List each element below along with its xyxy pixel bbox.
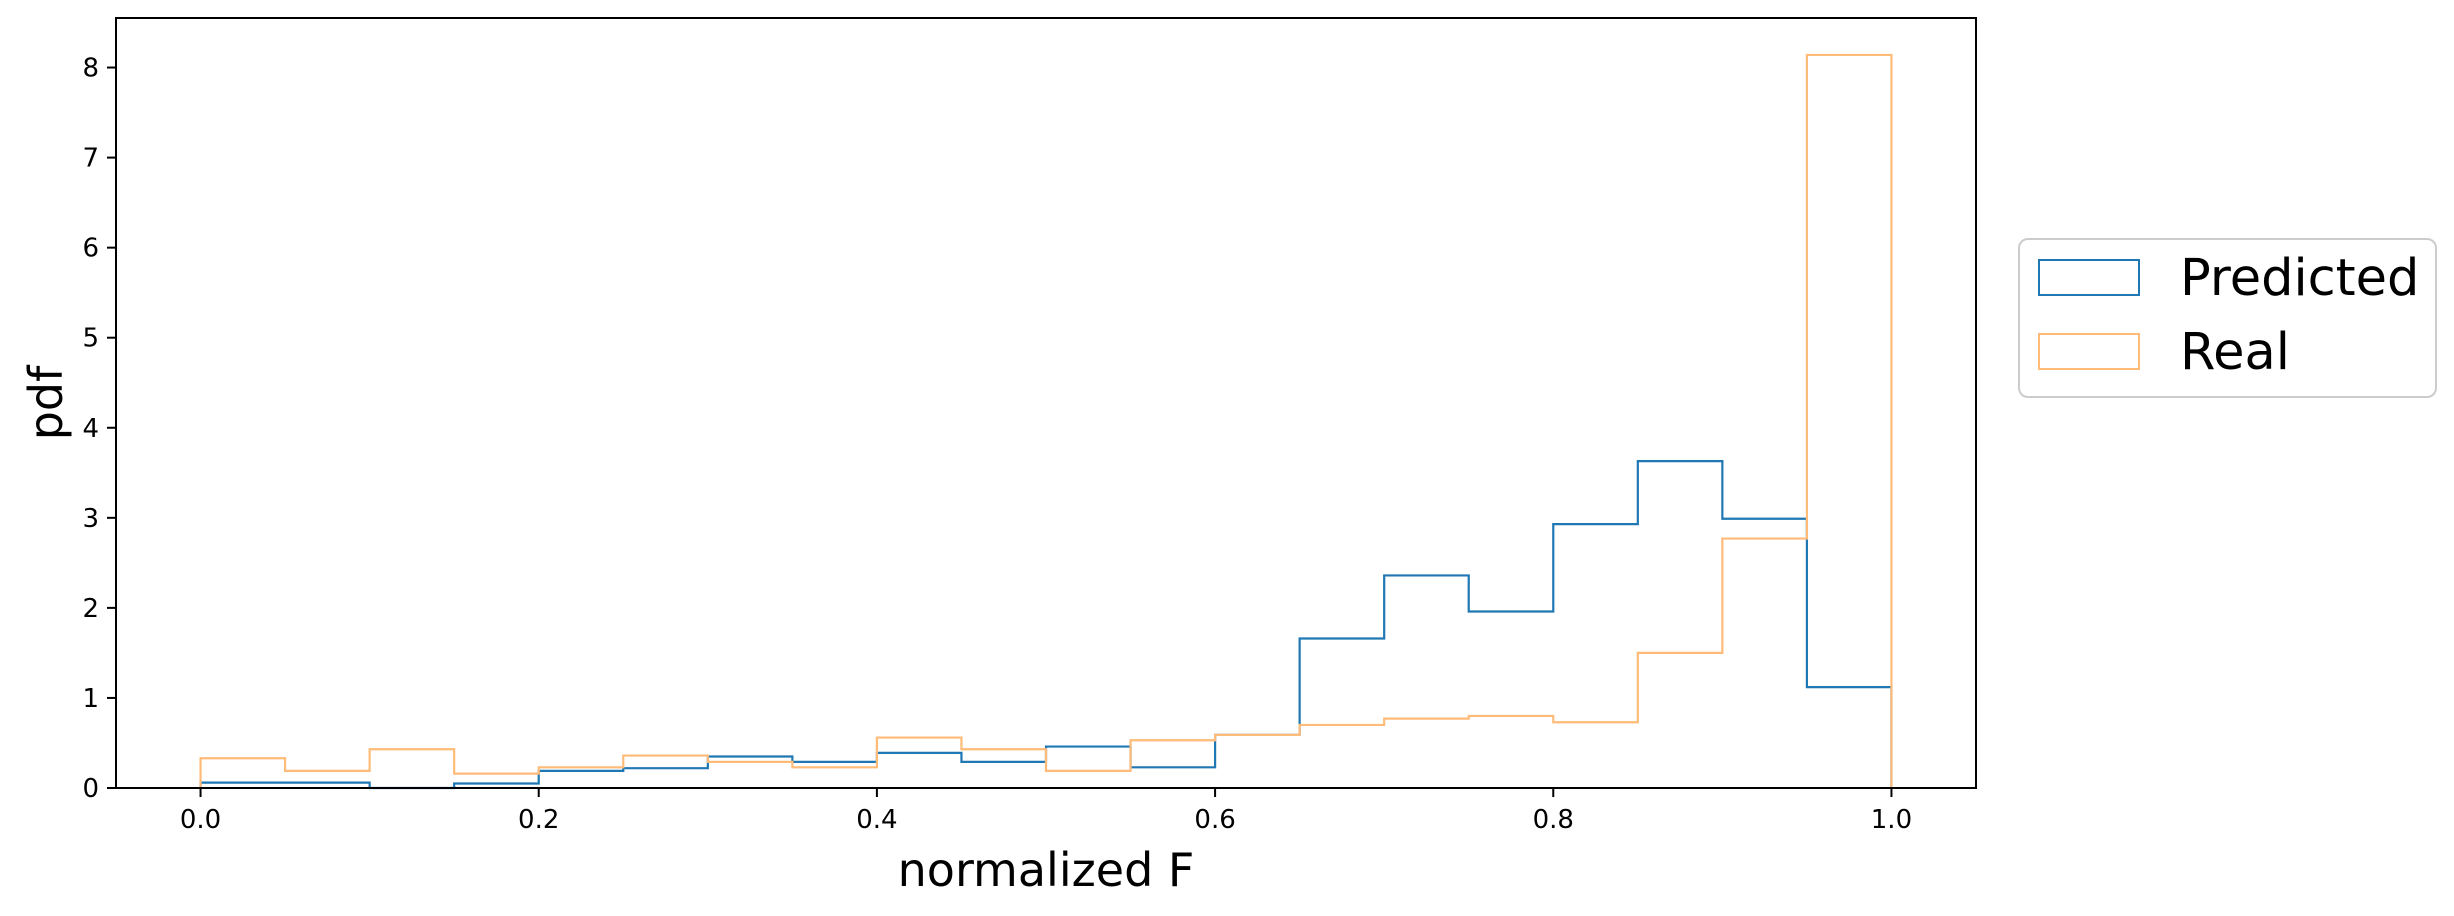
- y-tick-label: 4: [82, 414, 99, 444]
- y-tick-label: 6: [82, 234, 99, 264]
- y-tick-label: 7: [82, 144, 99, 174]
- legend-box: [2018, 238, 2437, 398]
- y-tick-label: 2: [82, 594, 99, 624]
- y-axis-ticks: 0 1 2 3 4 5 6 7 8: [82, 54, 116, 804]
- series-predicted-line: [199, 459, 1893, 790]
- x-axis-title: normalized F: [898, 843, 1195, 897]
- x-tick-label: 1.0: [1871, 805, 1912, 835]
- plot-frame: [115, 17, 1977, 789]
- x-tick-label: 0.8: [1533, 805, 1574, 835]
- y-tick-label: 3: [82, 504, 99, 534]
- y-tick-label: 0: [82, 774, 99, 804]
- legend-swatch-predicted: [2038, 259, 2140, 296]
- y-tick-label: 1: [82, 684, 99, 714]
- series-real-line: [199, 53, 1893, 788]
- x-tick-label: 0.4: [856, 805, 897, 835]
- y-tick-label: 5: [82, 324, 99, 354]
- legend-label-real: Real: [2180, 323, 2290, 382]
- legend-swatch-real: [2038, 333, 2140, 370]
- legend: Predicted Real: [2018, 238, 2437, 398]
- y-axis-title: pdf: [19, 364, 73, 440]
- y-tick-label: 8: [82, 54, 99, 84]
- x-axis-ticks: 0.0 0.2 0.4 0.6 0.8 1.0: [180, 788, 1912, 835]
- x-tick-label: 0.0: [180, 805, 221, 835]
- series-layer: [199, 53, 1893, 790]
- x-tick-label: 0.2: [518, 805, 559, 835]
- legend-label-predicted: Predicted: [2180, 249, 2419, 308]
- x-tick-label: 0.6: [1194, 805, 1235, 835]
